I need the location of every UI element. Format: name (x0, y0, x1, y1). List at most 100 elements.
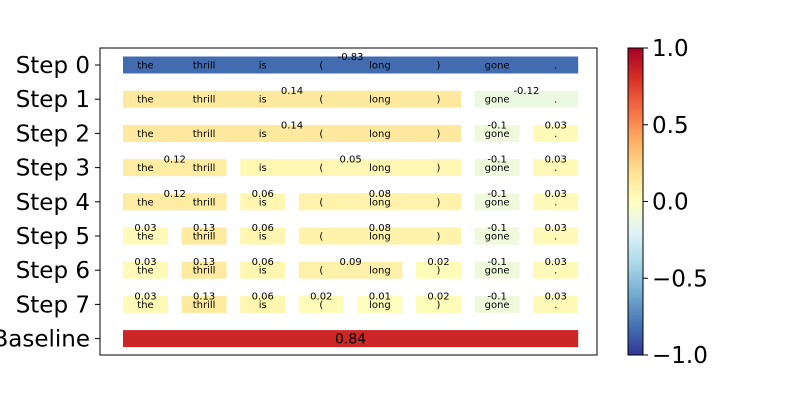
y-tick-label-baseline: Baseline (0, 327, 90, 353)
heatmap-cell (416, 295, 461, 313)
heatmap-cell (298, 261, 403, 279)
token-label: is (259, 266, 267, 277)
token-label: . (554, 300, 557, 311)
token-label: ) (437, 163, 441, 174)
token-label: the (137, 300, 153, 311)
token-label: gone (485, 266, 510, 277)
token-label: the (137, 95, 153, 106)
token-label: thrill (193, 163, 216, 174)
token-label: thrill (193, 300, 216, 311)
token-label: the (137, 266, 153, 277)
cell-value-label: 0.03 (134, 257, 156, 268)
cell-value-label: 0.03 (134, 291, 156, 302)
colorbar-tick-label: 0.0 (652, 190, 689, 216)
token-label: long (369, 129, 391, 140)
cell-value-label: -0.1 (487, 120, 507, 131)
heatmap-cell (474, 261, 520, 279)
cell-value-label: 0.05 (339, 155, 361, 166)
token-label: ( (319, 197, 323, 208)
token-label: . (554, 129, 557, 140)
token-label: . (554, 61, 557, 72)
token-label: long (369, 266, 391, 277)
token-label: . (554, 232, 557, 243)
token-label: thrill (193, 266, 216, 277)
cell-value-label: 0.06 (252, 291, 274, 302)
y-tick-label: Step 1 (16, 87, 90, 113)
cell-value-label: 0.03 (545, 223, 567, 234)
cell-value-label: -0.1 (487, 155, 507, 166)
colorbar-tick-label: 1.0 (652, 36, 689, 62)
token-label: gone (485, 163, 510, 174)
heatmap-cell (181, 295, 227, 313)
heatmap-cell (123, 227, 168, 245)
cell-value-label: 0.02 (427, 257, 449, 268)
cell-value-label: -0.83 (338, 52, 364, 63)
token-label: ( (319, 266, 323, 277)
heatmap-row: 0.12 0.06 0.08 -0.1 0.03 the thrill is (long) gon… (123, 189, 579, 211)
token-label: is (259, 61, 267, 72)
token-label: ( (319, 232, 323, 243)
cell-value-label: 0.02 (310, 291, 332, 302)
baseline-value-label: 0.84 (335, 332, 366, 348)
cell-value-label: 0.02 (427, 291, 449, 302)
y-tick-label: Step 0 (16, 53, 90, 79)
colorbar: 1.0 0.5 0.0 −0.5 −1.0 (627, 36, 708, 369)
token-label: long (369, 61, 391, 72)
heatmap-cell (240, 159, 461, 177)
token-label: thrill (193, 95, 216, 106)
token-label: thrill (193, 129, 216, 140)
token-label: . (554, 95, 557, 106)
token-label: gone (485, 300, 510, 311)
cell-value-label: 0.12 (164, 155, 186, 166)
cell-value-label: -0.1 (487, 291, 507, 302)
token-label: . (554, 197, 557, 208)
cell-value-label: 0.03 (545, 257, 567, 268)
token-label: is (259, 129, 267, 140)
cell-value-label: 0.14 (281, 86, 303, 97)
token-label: thrill (193, 232, 216, 243)
y-tick-label: Step 3 (16, 156, 90, 182)
heatmap-cell (240, 261, 286, 279)
y-tick-label: Step 2 (16, 121, 90, 147)
heatmap-cell (298, 193, 461, 211)
colorbar-gradient (627, 47, 644, 356)
token-label: long (369, 95, 391, 106)
token-label: ) (437, 266, 441, 277)
heatmap-cell (533, 124, 579, 142)
colorbar-tick-label: −1.0 (652, 343, 708, 369)
heatmap-cell (123, 295, 168, 313)
heatmap-cell (533, 295, 579, 313)
heatmap-cell (474, 193, 520, 211)
cell-value-label: -0.1 (487, 189, 507, 200)
token-label: ) (437, 232, 441, 243)
heatmap-cell (474, 90, 579, 108)
heatmap-cell (298, 295, 344, 313)
cell-value-label: 0.13 (193, 257, 215, 268)
heatmap-cell (181, 227, 227, 245)
heatmap-plot: -0.83 the thrill is (long) gone . 0.14 -0.12 the t… (123, 52, 579, 348)
token-label: thrill (193, 61, 216, 72)
heatmap-cell (123, 90, 461, 108)
cell-value-label: 0.03 (545, 155, 567, 166)
heatmap-cell (123, 193, 227, 211)
token-label: is (259, 163, 267, 174)
token-label: . (554, 266, 557, 277)
token-label: gone (485, 197, 510, 208)
token-label: is (259, 197, 267, 208)
cell-value-label: 0.08 (369, 223, 391, 234)
y-axis: Step 0 Step 1 Step 2 Step 3 Step 4 Step 5 Step… (0, 53, 100, 353)
cell-value-label: 0.03 (545, 189, 567, 200)
token-label: gone (485, 61, 510, 72)
token-label: ) (437, 197, 441, 208)
heatmap-cell (298, 227, 461, 245)
token-label: ( (319, 95, 323, 106)
token-label: ( (319, 163, 323, 174)
cell-value-label: 0.03 (545, 120, 567, 131)
token-label: long (369, 300, 391, 311)
heatmap-cell (181, 261, 227, 279)
y-tick-label: Step 4 (16, 190, 90, 216)
y-tick-label: Step 5 (16, 224, 90, 250)
token-label: gone (485, 129, 510, 140)
